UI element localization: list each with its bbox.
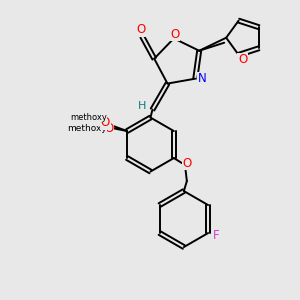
Text: O: O (136, 23, 146, 36)
Text: O: O (101, 116, 110, 129)
Text: O: O (104, 122, 114, 135)
Text: O: O (170, 28, 179, 41)
Text: methoxy: methoxy (70, 113, 107, 122)
Text: N: N (198, 72, 207, 85)
Text: O: O (238, 53, 247, 66)
Text: methoxy: methoxy (67, 124, 107, 133)
Text: H: H (138, 100, 147, 111)
Text: O: O (182, 157, 191, 169)
Text: F: F (213, 229, 219, 242)
